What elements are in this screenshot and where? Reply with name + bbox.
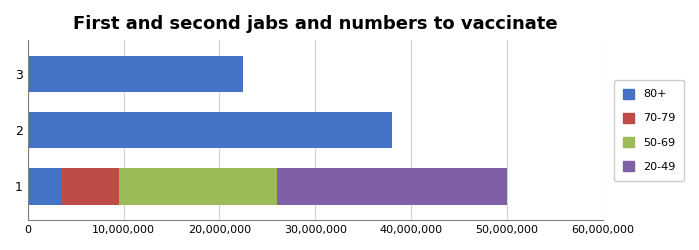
Legend: 80+, 70-79, 50-69, 20-49: 80+, 70-79, 50-69, 20-49 — [614, 80, 684, 180]
Bar — [119, 168, 277, 205]
Bar — [62, 168, 119, 205]
Bar — [28, 168, 62, 205]
Bar — [28, 112, 392, 148]
Bar — [277, 168, 507, 205]
Title: First and second jabs and numbers to vaccinate: First and second jabs and numbers to vac… — [73, 15, 558, 33]
Bar — [28, 56, 243, 92]
